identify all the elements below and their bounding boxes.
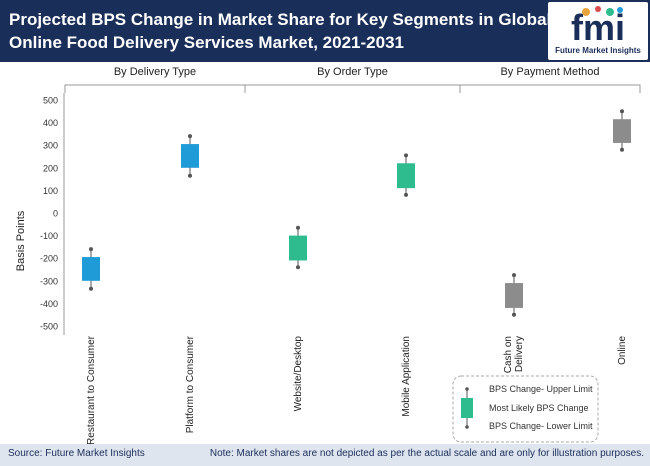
chart-title: Projected BPS Change in Market Share for…: [9, 8, 552, 54]
box-most-likely: [613, 119, 631, 143]
chart-svg: By Delivery Type By Order Type By Payment …: [15, 66, 641, 444]
legend-item-label: BPS Change- Upper Limit: [489, 384, 593, 394]
svg-text:fmi: fmi: [571, 7, 625, 46]
footer-bar: Source: Future Market Insights Note: Mar…: [0, 444, 650, 466]
y-tick-label: -500: [40, 322, 58, 332]
y-tick-label: -300: [40, 276, 58, 286]
upper-limit-point: [89, 247, 93, 252]
lower-limit-point: [296, 265, 300, 270]
legend-lower-point: [465, 425, 469, 429]
legend-item-label: Most Likely BPS Change: [489, 403, 589, 413]
x-tick-label: Restaurant to Consumer: [86, 335, 97, 444]
lower-limit-point: [404, 192, 408, 197]
y-tick-label: -100: [40, 231, 58, 241]
box-most-likely: [82, 257, 100, 281]
logo-brand-text: Future Market Insights: [555, 46, 641, 55]
legend-upper-point: [465, 387, 469, 391]
y-tick-label: -200: [40, 254, 58, 264]
box-most-likely: [397, 163, 415, 189]
group-bracket: [244, 84, 461, 93]
y-tick-label: 0: [53, 209, 58, 219]
legend-box-swatch: [461, 398, 473, 418]
legend: BPS Change- Upper Limit Most Likely BPS C…: [452, 375, 599, 443]
upper-limit-point: [620, 109, 624, 114]
legend-item-label: BPS Change- Lower Limit: [489, 421, 593, 431]
upper-limit-point: [404, 153, 408, 158]
title-line-1: Projected BPS Change in Market Share for…: [9, 10, 552, 29]
y-axis-label: Basis Points: [15, 210, 27, 271]
lower-limit-point: [512, 312, 516, 317]
title-line-2: Online Food Delivery Services Market, 20…: [9, 33, 404, 52]
box-most-likely: [505, 283, 523, 308]
group-label: By Delivery Type: [114, 66, 196, 78]
footer-note: Note: Market shares are not depicted as …: [209, 448, 644, 459]
group-label: By Order Type: [317, 66, 388, 78]
footer-source: Source: Future Market Insights: [8, 448, 145, 459]
x-tick-label: Website/Desktop: [293, 336, 304, 412]
y-tick-label: 200: [43, 163, 58, 173]
y-tick-label: 400: [43, 118, 58, 128]
x-tick-label: Cash onDelivery: [503, 336, 525, 373]
box-most-likely: [289, 235, 307, 261]
x-tick-label: Online: [617, 336, 628, 365]
y-tick-label: 500: [43, 96, 58, 106]
lower-limit-point: [89, 286, 93, 291]
box-most-likely: [181, 144, 199, 168]
x-tick-label: Mobile Application: [401, 336, 412, 417]
fmi-logo-mark: fmi: [571, 6, 625, 48]
group-bracket: [459, 84, 641, 93]
fmi-logo: fmi Future Market Insights: [548, 2, 648, 60]
x-tick-label: Platform to Consumer: [185, 335, 196, 433]
y-tick-label: -400: [40, 299, 58, 309]
legend-frame: [452, 375, 599, 443]
upper-limit-point: [296, 225, 300, 230]
lower-limit-point: [188, 173, 192, 178]
lower-limit-point: [620, 147, 624, 152]
upper-limit-point: [512, 273, 516, 278]
y-tick-label: 300: [43, 141, 58, 151]
group-bracket: [64, 84, 246, 93]
upper-limit-point: [188, 134, 192, 139]
header-bar: Projected BPS Change in Market Share for…: [0, 0, 650, 62]
group-label: By Payment Method: [500, 66, 599, 78]
y-tick-label: 100: [43, 186, 58, 196]
